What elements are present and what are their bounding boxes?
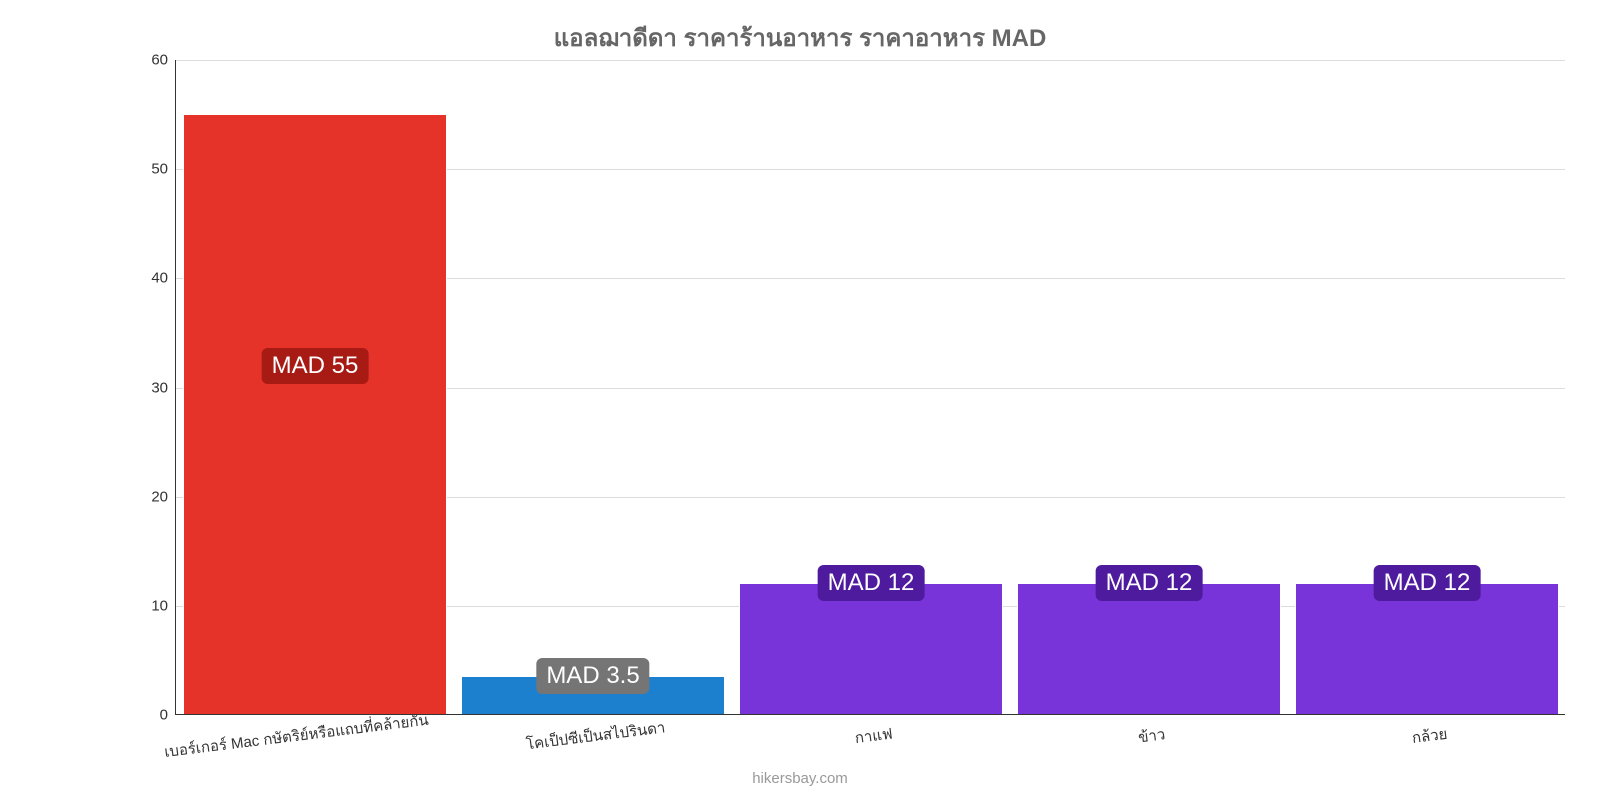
- gridline: [176, 60, 1565, 61]
- bar-value-label: MAD 12: [1374, 565, 1481, 601]
- y-tick-label: 20: [151, 488, 176, 505]
- y-tick-label: 10: [151, 597, 176, 614]
- x-tick-label: ข้าว: [1136, 712, 1167, 749]
- y-tick-label: 50: [151, 161, 176, 178]
- bar: [1017, 583, 1281, 714]
- plot-area: 0102030405060MAD 55เบอร์เกอร์ Mac กษัตริ…: [175, 60, 1565, 715]
- bar-value-label: MAD 3.5: [536, 658, 649, 694]
- chart-container: แอลฌาดีดา ราคาร้านอาหาร ราคาอาหาร MAD 01…: [0, 0, 1600, 800]
- x-tick-label: กล้วย: [1409, 712, 1448, 750]
- y-tick-label: 60: [151, 52, 176, 69]
- bar-value-label: MAD 12: [818, 565, 925, 601]
- attribution-text: hikersbay.com: [0, 770, 1600, 787]
- y-tick-label: 0: [160, 707, 176, 724]
- bar-value-label: MAD 55: [262, 348, 369, 384]
- y-tick-label: 40: [151, 270, 176, 287]
- y-tick-label: 30: [151, 379, 176, 396]
- chart-title: แอลฌาดีดา ราคาร้านอาหาร ราคาอาหาร MAD: [0, 18, 1600, 57]
- bar: [183, 114, 447, 714]
- x-tick-label: กาแฟ: [852, 712, 894, 750]
- bar-value-label: MAD 12: [1096, 565, 1203, 601]
- bar: [1295, 583, 1559, 714]
- bar: [739, 583, 1003, 714]
